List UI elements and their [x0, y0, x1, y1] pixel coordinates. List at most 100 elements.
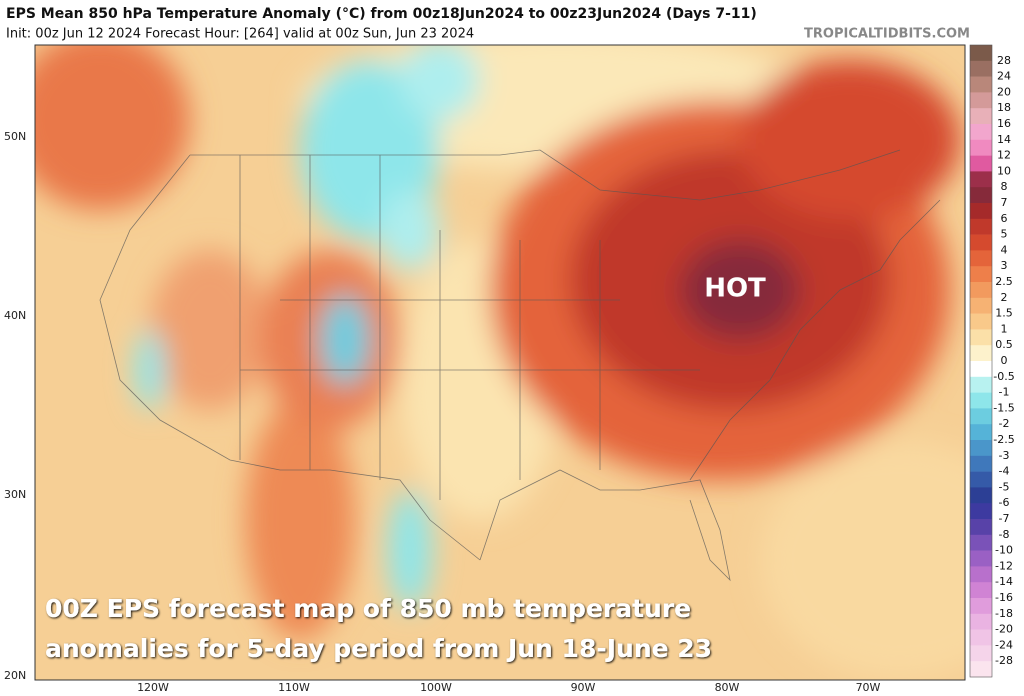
- colorbar-swatch: [970, 313, 992, 330]
- colorbar-label: 0: [1001, 354, 1008, 367]
- lon-label: 110W: [278, 681, 310, 694]
- lat-label: 40N: [4, 309, 26, 322]
- colorbar-swatch: [970, 598, 992, 615]
- caption-line: 00Z EPS forecast map of 850 mb temperatu…: [45, 594, 691, 623]
- colorbar-label: 8: [1001, 180, 1008, 193]
- colorbar-label: -4: [999, 465, 1010, 478]
- colorbar-label: -8: [999, 528, 1010, 541]
- colorbar-swatch: [970, 155, 992, 172]
- colorbar-label: 5: [1001, 228, 1008, 241]
- lon-label: 120W: [137, 681, 169, 694]
- colorbar-label: -20: [995, 623, 1013, 636]
- colorbar-label: 28: [997, 54, 1011, 67]
- colorbar-swatch: [970, 329, 992, 346]
- colorbar-swatch: [970, 408, 992, 425]
- colorbar-label: -14: [995, 575, 1013, 588]
- colorbar-swatch: [970, 266, 992, 283]
- borders: [99, 149, 941, 582]
- colorbar-swatch: [970, 187, 992, 204]
- colorbar-label: -3: [999, 449, 1010, 462]
- colorbar-swatch: [970, 392, 992, 409]
- colorbar-label: -0.5: [993, 370, 1014, 383]
- colorbar-swatch: [970, 108, 992, 125]
- colorbar-label: 20: [997, 85, 1011, 98]
- map-field: [35, 45, 965, 680]
- annotation: HOT: [704, 274, 766, 304]
- colorbar-swatch: [970, 345, 992, 362]
- lon-label: 80W: [715, 681, 740, 694]
- colorbar-label: -5: [999, 480, 1010, 493]
- colorbar-label: -10: [995, 544, 1013, 557]
- colorbar-swatch: [970, 440, 992, 457]
- lon-label: 100W: [420, 681, 452, 694]
- colorbar-label: 3: [1001, 259, 1008, 272]
- colorbar-swatch: [970, 487, 992, 504]
- colorbar-label: 2: [1001, 291, 1008, 304]
- colorbar-label: 16: [997, 117, 1011, 130]
- title: EPS Mean 850 hPa Temperature Anomaly (°C…: [6, 6, 757, 22]
- colorbar-swatch: [970, 471, 992, 488]
- credit: TROPICALTIDBITS.COM: [804, 27, 970, 42]
- map-frame: [34, 44, 966, 681]
- colorbar-swatch: [970, 234, 992, 251]
- colorbar-swatch: [970, 424, 992, 441]
- colorbar-label: -2: [999, 417, 1010, 430]
- colorbar-label: 2.5: [995, 275, 1013, 288]
- colorbar-swatch: [970, 218, 992, 235]
- colorbar-swatch: [970, 629, 992, 646]
- colorbar-swatch: [970, 297, 992, 314]
- colorbar-frame: [969, 44, 993, 678]
- colorbar-label: 12: [997, 149, 1011, 162]
- colorbar-swatch: [970, 582, 992, 599]
- colorbar-label: 24: [997, 70, 1011, 83]
- colorbar-swatch: [970, 550, 992, 567]
- colorbar-label: -24: [995, 638, 1013, 651]
- colorbar-swatch: [970, 60, 992, 77]
- colorbar-swatch: [970, 455, 992, 472]
- colorbar-swatch: [970, 124, 992, 141]
- subtitle: Init: 00z Jun 12 2024 Forecast Hour: [26…: [6, 27, 474, 42]
- colorbar-label: 14: [997, 133, 1011, 146]
- colorbar-swatch: [970, 250, 992, 267]
- colorbar-swatch: [970, 92, 992, 109]
- colorbar-label: 6: [1001, 212, 1008, 225]
- colorbar-label: 18: [997, 101, 1011, 114]
- colorbar-swatch: [970, 376, 992, 393]
- lon-label: 70W: [856, 681, 881, 694]
- lat-label: 50N: [4, 130, 26, 143]
- colorbar-swatch: [970, 139, 992, 156]
- colorbar-label: -18: [995, 607, 1013, 620]
- colorbar-swatch: [970, 503, 992, 520]
- colorbar-label: -12: [995, 559, 1013, 572]
- caption-line: anomalies for 5-day period from Jun 18-J…: [45, 634, 712, 663]
- colorbar-label: 1: [1001, 322, 1008, 335]
- colorbar-swatch: [970, 76, 992, 93]
- colorbar-swatch: [970, 171, 992, 188]
- colorbar-swatch: [970, 45, 992, 62]
- colorbar-label: -7: [999, 512, 1010, 525]
- colorbar-swatch: [970, 519, 992, 536]
- colorbar-swatch: [970, 645, 992, 662]
- colorbar-swatch: [970, 534, 992, 551]
- colorbar-label: 10: [997, 164, 1011, 177]
- colorbar-swatch: [970, 613, 992, 630]
- colorbar-swatch: [970, 203, 992, 220]
- colorbar-label: -28: [995, 654, 1013, 667]
- colorbar-label: -2.5: [993, 433, 1014, 446]
- colorbar-label: 0.5: [995, 338, 1013, 351]
- colorbar-swatch: [970, 361, 992, 378]
- colorbar-label: -1.5: [993, 401, 1014, 414]
- colorbar-label: -16: [995, 591, 1013, 604]
- colorbar-label: 1.5: [995, 307, 1013, 320]
- colorbar-label: 7: [1001, 196, 1008, 209]
- lat-label: 20N: [4, 669, 26, 682]
- colorbar-swatch: [970, 566, 992, 583]
- colorbar-label: -6: [999, 496, 1010, 509]
- lat-label: 30N: [4, 488, 26, 501]
- colorbar-label: 4: [1001, 243, 1008, 256]
- colorbar-swatch: [970, 282, 992, 299]
- colorbar-label: -1: [999, 386, 1010, 399]
- lon-label: 90W: [571, 681, 596, 694]
- colorbar-swatch: [970, 661, 992, 678]
